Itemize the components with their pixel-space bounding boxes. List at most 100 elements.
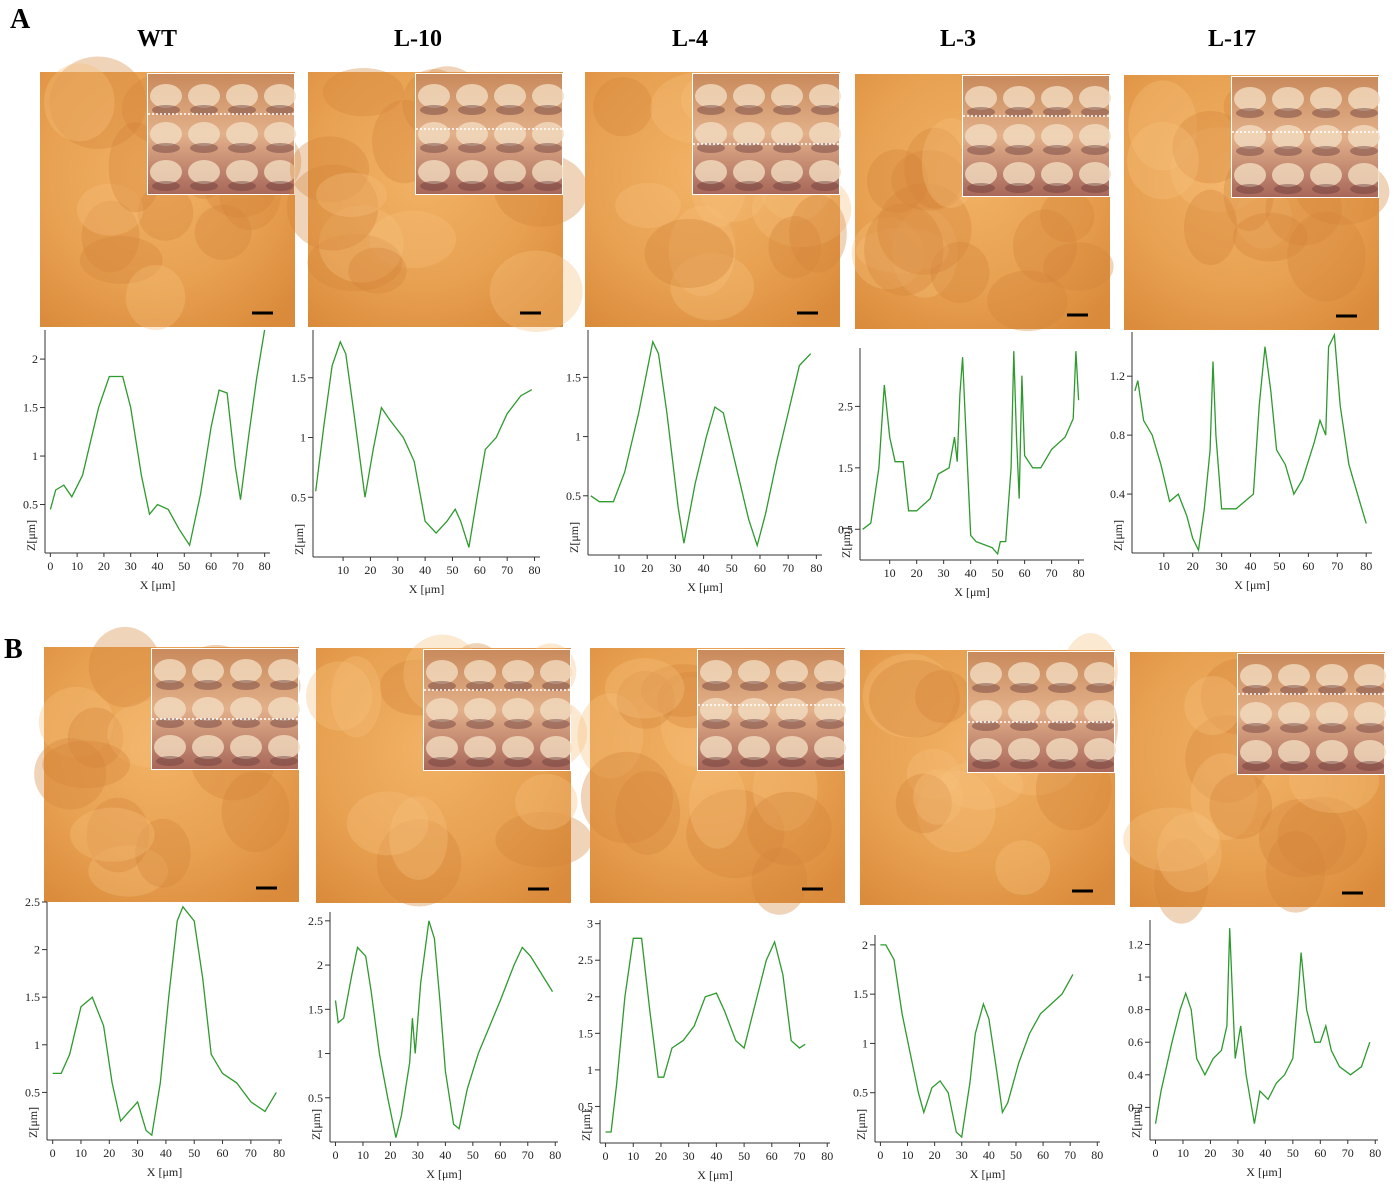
inset-peak: [1348, 163, 1380, 187]
column-title: L-10: [394, 26, 442, 52]
inset-valley: [1356, 685, 1384, 695]
inset-valley: [702, 681, 730, 691]
inset-peak: [1003, 86, 1035, 110]
inset-peak: [1008, 700, 1040, 724]
x-axis-label: X [μm]: [140, 578, 175, 592]
inset-valley: [816, 681, 844, 691]
inset-peak: [188, 84, 220, 108]
y-tick-label: 0.6: [1128, 1035, 1143, 1049]
inset-peak: [1234, 125, 1266, 149]
x-tick-label: 30: [669, 561, 681, 575]
inset-valley: [778, 757, 806, 767]
profile-curve: [49, 329, 266, 547]
panel-label: B: [4, 634, 23, 665]
inset-peak: [192, 735, 224, 759]
x-tick-label: 50: [467, 1148, 479, 1162]
inset-peak: [965, 124, 997, 148]
inset-valley: [740, 719, 768, 729]
cell-bump: [1235, 185, 1292, 249]
x-tick-label: 30: [938, 566, 950, 580]
inset-valley: [428, 757, 456, 767]
cell-bump: [67, 707, 124, 768]
inset-peak: [268, 735, 300, 759]
x-tick-label: 50: [1010, 1148, 1022, 1162]
inset-peak: [809, 160, 841, 184]
inset-peak: [1234, 163, 1266, 187]
cell-bump: [869, 659, 960, 738]
x-tick-label: 0: [1152, 1146, 1158, 1160]
x-tick-label: 20: [1204, 1146, 1216, 1160]
inset-peak: [1272, 87, 1304, 111]
inset-valley: [534, 143, 562, 153]
y-tick-label: 0.4: [1128, 1068, 1143, 1082]
inset-valley: [1350, 146, 1378, 156]
inset-peak: [540, 660, 572, 684]
inset-peak: [776, 660, 808, 684]
cell-bump: [593, 77, 653, 137]
x-tick-label: 70: [522, 1148, 534, 1162]
inset-peak: [1041, 162, 1073, 186]
inset-valley: [1280, 723, 1308, 733]
cell-bump: [318, 205, 404, 283]
inset-valley: [266, 105, 294, 115]
inset-peak: [1240, 664, 1272, 688]
inset-valley: [190, 143, 218, 153]
cell-bump: [348, 247, 407, 294]
cell-bump: [88, 626, 162, 708]
x-tick-label: 20: [929, 1148, 941, 1162]
inset-peak: [733, 84, 765, 108]
x-tick-label: 30: [412, 1148, 424, 1162]
y-tick-label: 1: [862, 1036, 868, 1050]
cell-bump: [1184, 676, 1242, 735]
inset-peak: [965, 86, 997, 110]
inset-valley: [152, 105, 180, 115]
cell-bump: [1012, 209, 1077, 283]
inset-peak: [814, 736, 846, 760]
cell-bump: [88, 845, 169, 897]
inset-peak: [426, 660, 458, 684]
cell-bump: [916, 770, 996, 853]
inset-peak: [771, 122, 803, 146]
inset-valley: [428, 681, 456, 691]
x-tick-label: 60: [1314, 1146, 1326, 1160]
afm-image: [585, 72, 852, 327]
inset-peak: [1310, 163, 1342, 187]
inset-peak: [150, 84, 182, 108]
inset-peak: [965, 162, 997, 186]
cell-bump: [1154, 838, 1209, 924]
inset-peak: [814, 698, 846, 722]
inset-valley: [1312, 146, 1340, 156]
x-tick-label: 20: [1187, 559, 1199, 573]
y-tick-label: 1.5: [578, 1026, 593, 1040]
inset-valley: [156, 756, 184, 766]
inset-valley: [967, 183, 995, 193]
inset-peak: [418, 160, 450, 184]
y-tick-label: 1.5: [291, 371, 306, 385]
cell-bump: [906, 748, 960, 799]
x-tick-label: 50: [446, 563, 458, 577]
afm-image: [40, 56, 302, 330]
inset-peak: [464, 660, 496, 684]
inset-peak: [733, 122, 765, 146]
x-tick-label: 80: [1073, 566, 1085, 580]
x-axis-label: X [μm]: [426, 1167, 461, 1181]
inset-peak: [1084, 662, 1116, 686]
inset-valley: [270, 680, 298, 690]
x-tick-label: 70: [782, 561, 794, 575]
inset-peak: [771, 84, 803, 108]
inset-valley: [1356, 761, 1384, 771]
inset-valley: [1312, 108, 1340, 118]
inset-peak: [1240, 740, 1272, 764]
inset-valley: [228, 105, 256, 115]
cell-bump: [1123, 807, 1220, 872]
cell-bump: [79, 236, 163, 284]
inset-valley: [1081, 145, 1109, 155]
cell-bump: [307, 233, 403, 292]
cell-bump: [577, 693, 644, 779]
inset-peak: [502, 736, 534, 760]
afm-image: [860, 633, 1118, 905]
inset-peak: [264, 122, 296, 146]
x-tick-label: 80: [273, 1146, 285, 1160]
inset-valley: [534, 181, 562, 191]
x-tick-label: 50: [726, 561, 738, 575]
